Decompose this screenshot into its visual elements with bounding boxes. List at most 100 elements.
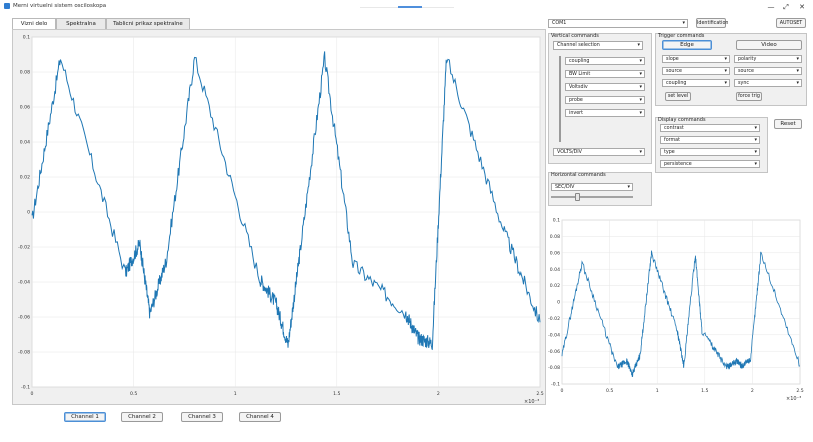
sec-div-slider-thumb[interactable]: [575, 193, 581, 201]
main-x-ticks: 0 0.5 1 1.5 2 2.5: [31, 391, 544, 397]
y-tick-label: 0: [27, 210, 30, 216]
force-trig-button[interactable]: force trig: [736, 92, 762, 101]
invert-value: invert: [569, 111, 584, 116]
slope-select[interactable]: slope ▾: [662, 55, 730, 63]
chevron-down-icon: ▾: [724, 68, 727, 74]
y-tick-label: 0.02: [550, 283, 560, 289]
y-tick-label: 0: [557, 300, 560, 306]
chevron-down-icon: ▾: [639, 58, 642, 64]
x-tick-label: 2: [751, 388, 754, 394]
y-tick-label: 0.04: [550, 267, 560, 273]
edge-button[interactable]: Edge: [662, 40, 712, 50]
tab-spectral-analysis[interactable]: Spektralna analiza: [56, 18, 106, 37]
y-tick-label: -0.06: [548, 349, 560, 355]
display-commands-title: Display commands: [658, 117, 706, 123]
app-icon: [4, 3, 10, 9]
contrast-select[interactable]: contrast ▾: [660, 124, 760, 132]
chevron-down-icon: ▾: [639, 84, 642, 90]
set-level-button[interactable]: set level: [665, 92, 691, 101]
reset-button[interactable]: Reset: [774, 119, 802, 129]
tab-spectral-table[interactable]: Tablicni prikaz spektralne analize: [106, 18, 190, 37]
channel-4-button[interactable]: Channel 4: [239, 412, 281, 422]
contrast-value: contrast: [664, 126, 684, 131]
chevron-down-icon: ▾: [754, 161, 757, 167]
bw-limit-value: BW Limit: [569, 72, 591, 77]
channel-3-button[interactable]: Channel 3: [181, 412, 223, 422]
y-tick-label: -0.04: [18, 280, 30, 286]
y-tick-label: 0.1: [553, 218, 560, 224]
main-grid: [31, 36, 541, 388]
sec-div-slider-track[interactable]: [551, 196, 633, 198]
chevron-down-icon: ▾: [796, 56, 799, 62]
y-tick-label: 0.08: [20, 70, 30, 76]
tab-time-domain[interactable]: Vizni delo: [12, 18, 56, 30]
x-tick-label: 0: [31, 391, 34, 397]
chevron-down-icon: ▾: [754, 137, 757, 143]
sync-select[interactable]: sync ▾: [734, 79, 802, 87]
channel-2-button[interactable]: Channel 2: [121, 412, 163, 422]
x-tick-label: 1.5: [701, 388, 708, 394]
y-tick-label: -0.02: [18, 245, 30, 251]
polarity-value: polarity: [738, 57, 757, 62]
y-tick-label: -0.1: [21, 385, 30, 391]
probe-select[interactable]: probe ▾: [565, 96, 645, 104]
chevron-down-icon: ▾: [639, 110, 642, 116]
secondary-grid: [561, 219, 801, 385]
secondary-chart: -0.1 -0.08 -0.06 -0.04 -0.02 0 0.02 0.04 0.06 0.0…: [548, 218, 804, 402]
voltsdiv-select[interactable]: Voltsdiv ▾: [565, 83, 645, 91]
volts-div-select[interactable]: VOLTS/DIV ▾: [553, 148, 645, 156]
x-tick-label: 1: [656, 388, 659, 394]
voltsdiv-value: Voltsdiv: [569, 85, 588, 90]
probe-value: probe: [569, 98, 583, 103]
slope-value: slope: [666, 57, 679, 62]
channel-selection-select[interactable]: Channel selection ▾: [553, 41, 643, 50]
x-tick-label: 0: [561, 388, 564, 394]
polarity-select[interactable]: polarity ▾: [734, 55, 802, 63]
format-select[interactable]: format ▾: [660, 136, 760, 144]
chevron-down-icon: ▾: [796, 80, 799, 86]
y-tick-label: 0.02: [20, 175, 30, 181]
trigger-coupling-select[interactable]: coupling ▾: [662, 79, 730, 87]
identification-button[interactable]: Identification: [696, 18, 728, 28]
persistence-value: persistence: [664, 162, 692, 167]
minimize-icon[interactable]: —: [767, 3, 775, 11]
x-tick-label: 0.5: [130, 391, 137, 397]
secondary-x-ticks: 0 0.5 1 1.5 2 2.5: [561, 388, 804, 394]
type-select[interactable]: type ▾: [660, 148, 760, 156]
chevron-down-icon: ▾: [724, 80, 727, 86]
y-tick-label: -0.04: [548, 332, 560, 338]
persistence-select[interactable]: persistence ▾: [660, 160, 760, 168]
video-source-value: source: [738, 69, 754, 74]
chevron-down-icon: ▾: [639, 97, 642, 103]
coupling-select[interactable]: coupling ▾: [565, 57, 645, 65]
bw-limit-select[interactable]: BW Limit ▾: [565, 70, 645, 78]
trigger-source-value: source: [666, 69, 682, 74]
video-button[interactable]: Video: [736, 40, 802, 50]
invert-select[interactable]: invert ▾: [565, 109, 645, 117]
y-tick-label: 0.06: [20, 105, 30, 111]
format-value: format: [664, 138, 681, 143]
x-tick-label: 0.5: [606, 388, 613, 394]
y-tick-label: 0.04: [20, 140, 30, 146]
device-select[interactable]: COM1 ▾: [548, 19, 688, 28]
chevron-down-icon: ▾: [682, 20, 685, 26]
video-source-select[interactable]: source ▾: [734, 67, 802, 75]
channel-1-button[interactable]: Channel 1: [64, 412, 106, 422]
secondary-x-exponent: ×10⁻³: [786, 396, 801, 402]
volts-div-value: VOLTS/DIV: [557, 150, 582, 155]
main-trace-line: [31, 51, 541, 351]
restore-icon[interactable]: ⤢: [783, 3, 789, 11]
close-icon[interactable]: ✕: [799, 3, 805, 11]
chevron-down-icon: ▾: [627, 184, 630, 190]
trigger-coupling-value: coupling: [666, 81, 687, 86]
y-tick-label: -0.08: [548, 365, 560, 371]
volts-div-track[interactable]: [559, 56, 561, 142]
main-y-ticks: -0.1 -0.08 -0.06 -0.04 -0.02 0 0.02 0.04 0.06 0.0…: [18, 35, 30, 391]
y-tick-label: 0.1: [23, 35, 30, 41]
chevron-down-icon: ▾: [796, 68, 799, 74]
autoset-button[interactable]: AUTOSET: [776, 18, 806, 28]
vertical-commands-title: Vertical commands: [551, 33, 599, 39]
trigger-source-select[interactable]: source ▾: [662, 67, 730, 75]
y-tick-label: 0.06: [550, 250, 560, 256]
sec-div-select[interactable]: SEC/DIV ▾: [551, 183, 633, 191]
